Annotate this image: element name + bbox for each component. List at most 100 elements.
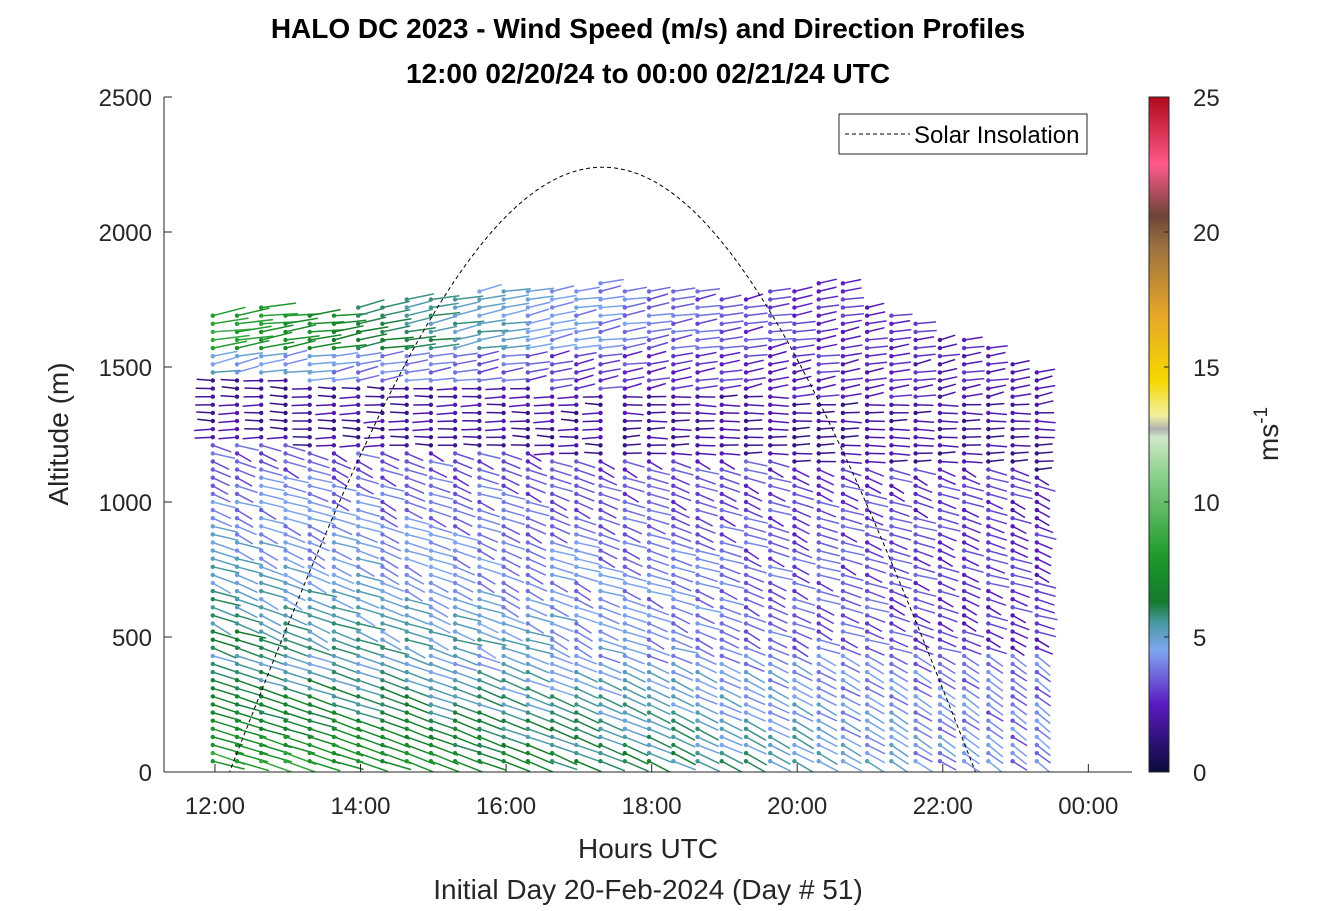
wind-arrow-base (501, 524, 506, 529)
wind-arrow (357, 566, 375, 578)
wind-arrow-base (671, 321, 676, 326)
wind-arrow-base (356, 426, 361, 432)
wind-arrow-base (986, 580, 991, 586)
wind-arrow-base (1010, 750, 1015, 756)
wind-arrow-base (816, 669, 821, 675)
wind-arrow (866, 326, 885, 333)
wind-arrow-base (961, 475, 967, 480)
wind-arrow-base (259, 540, 264, 545)
wind-arrow (915, 444, 934, 447)
wind-arrow-base (986, 710, 991, 715)
wind-arrow (236, 339, 270, 349)
wind-arrow (236, 549, 255, 562)
wind-arrow-base (501, 694, 506, 699)
wind-arrow-base (913, 540, 918, 545)
wind-arrow (382, 468, 404, 477)
wind-arrow (357, 647, 384, 657)
wind-arrow-base (331, 597, 337, 602)
wind-arrow-base (525, 297, 530, 302)
wind-arrow-base (501, 467, 506, 472)
wind-arrow-base (234, 443, 240, 448)
wind-arrow (236, 335, 274, 341)
wind-arrow (818, 752, 838, 766)
wind-arrow-base (792, 289, 797, 294)
wind-arrow (673, 557, 693, 567)
wind-arrow (697, 703, 719, 715)
wind-arrow-base (598, 669, 603, 675)
wind-arrow-base (1034, 459, 1040, 464)
wind-arrow (503, 287, 531, 293)
wind-arrow (406, 549, 431, 558)
wind-arrow-base (477, 621, 482, 626)
wind-arrow (1012, 451, 1029, 455)
wind-arrow-base (331, 321, 337, 326)
wind-arrow-base (283, 362, 288, 367)
wind-arrow-base (477, 710, 482, 715)
wind-arrow (794, 459, 811, 463)
wind-arrow (600, 703, 623, 715)
wind-arrow (291, 387, 310, 390)
wind-arrow (842, 695, 861, 707)
wind-arrow-base (768, 313, 773, 318)
wind-arrow (988, 378, 1009, 382)
wind-arrow-base (259, 337, 264, 343)
wind-arrow-base (889, 694, 894, 699)
wind-arrow (551, 509, 569, 519)
wind-arrow-base (864, 678, 870, 683)
wind-arrow-base (404, 467, 409, 472)
wind-arrow (436, 404, 456, 408)
wind-arrow-base (452, 678, 458, 683)
wind-arrow (866, 647, 885, 656)
wind-arrow-base (864, 507, 870, 513)
wind-arrow (915, 541, 936, 549)
wind-arrow (939, 525, 961, 532)
wind-arrow (697, 351, 717, 357)
wind-arrow (866, 302, 885, 309)
wind-arrow (236, 468, 256, 478)
wind-arrow-base (598, 678, 603, 683)
wind-arrow (745, 509, 763, 518)
wind-arrow (818, 744, 838, 755)
x-tick-label: 18:00 (622, 793, 682, 820)
wind-arrow-base (961, 418, 967, 424)
wind-arrow (624, 382, 643, 390)
wind-arrow (600, 711, 623, 722)
wind-arrow-base (889, 597, 894, 602)
wind-arrow-base (719, 605, 724, 610)
wind-arrow (794, 525, 810, 535)
wind-arrow-base (428, 661, 434, 667)
wind-arrow-base (380, 734, 385, 740)
wind-arrow-base (477, 524, 482, 529)
wind-arrow (584, 451, 601, 455)
wind-arrow-base (986, 678, 991, 683)
wind-arrow-base (549, 394, 555, 399)
wind-arrow-base (816, 759, 821, 764)
wind-arrow-base (986, 483, 991, 488)
wind-arrow (479, 509, 500, 518)
wind-arrow-base (768, 645, 773, 650)
wind-arrow-base (913, 710, 918, 715)
wind-arrow (600, 736, 624, 746)
wind-arrow-base (1034, 499, 1040, 505)
wind-arrow (697, 329, 722, 333)
wind-arrow (745, 367, 764, 374)
wind-arrow (236, 566, 263, 575)
wind-arrow (479, 679, 503, 691)
wind-arrow-base (961, 718, 967, 723)
wind-arrow (285, 582, 309, 592)
wind-arrow (527, 558, 547, 568)
wind-arrow-base (210, 605, 215, 610)
wind-arrow (511, 427, 528, 430)
wind-arrow (285, 493, 309, 501)
wind-arrow-base (501, 321, 506, 326)
wind-arrow-base (549, 556, 555, 561)
wind-arrow-base (646, 572, 652, 578)
wind-arrow-base (574, 305, 579, 310)
wind-arrow-base (404, 313, 409, 318)
wind-arrow-base (598, 759, 603, 764)
wind-arrow-base (452, 661, 458, 667)
wind-arrow (915, 353, 936, 357)
wind-arrow (1036, 679, 1051, 693)
wind-arrow (533, 404, 553, 407)
wind-arrow (382, 374, 404, 382)
